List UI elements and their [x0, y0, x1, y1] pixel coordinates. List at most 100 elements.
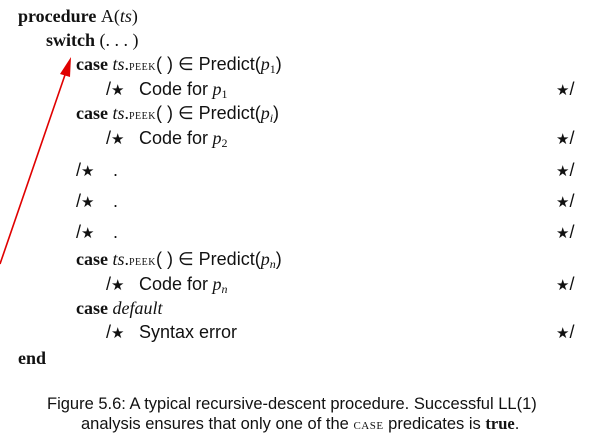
dot: .: [124, 54, 130, 74]
keyword-default: default: [112, 298, 163, 318]
star-icon: ★: [81, 162, 95, 180]
dot: .: [124, 249, 130, 269]
ellipsis-dot: .: [112, 160, 118, 180]
comment-close-7: ★/: [556, 321, 574, 344]
comment-close: /: [569, 128, 575, 148]
star-icon: ★: [81, 224, 95, 242]
code-for-text: Code for: [138, 274, 209, 294]
peek-func: peek: [129, 59, 156, 74]
comment-close-3: ★/: [556, 159, 574, 182]
comment-open: /: [106, 79, 112, 99]
comment-line-1: /★ Code for p1: [106, 78, 228, 105]
comment-open: /: [106, 128, 112, 148]
code-for-text: Code for: [138, 128, 209, 148]
star-icon: ★: [111, 324, 125, 342]
ellipsis-line-2: /★ .: [76, 190, 118, 213]
procedure-header: procedure A(ts): [18, 5, 138, 27]
p-var: p: [212, 274, 222, 294]
comment-line-2: /★ Code for p2: [106, 127, 228, 154]
keyword-case: case: [76, 249, 108, 269]
syntax-error-text: Syntax error: [138, 322, 238, 342]
comment-close: /: [569, 322, 575, 342]
p-var: p: [212, 79, 222, 99]
star-icon: ★: [81, 193, 95, 211]
ellipsis-line-3: /★ .: [76, 221, 118, 244]
star-icon: ★: [556, 224, 570, 242]
keyword-procedure: procedure: [18, 6, 97, 26]
star-icon: ★: [556, 276, 570, 294]
keyword-switch: switch: [46, 30, 95, 50]
p-var: p: [212, 128, 222, 148]
close-paren: ): [275, 54, 282, 74]
star-icon: ★: [556, 162, 570, 180]
ts-var: ts: [112, 54, 125, 74]
caption-text-a: analysis ensures that only one of the: [81, 415, 349, 433]
caption-true-keyword: true: [485, 414, 515, 433]
figure-caption-line-2: analysis ensures that only one of the ca…: [81, 413, 519, 436]
procedure-name: A(: [100, 6, 120, 26]
comment-close: /: [569, 274, 575, 294]
peek-func: peek: [129, 108, 156, 123]
keyword-end: end: [18, 348, 47, 368]
comment-line-syntax-error: /★ Syntax error: [106, 321, 237, 344]
case-default-line: case default: [76, 297, 162, 319]
caption-case-keyword: case: [353, 417, 384, 433]
figure-caption-line-1: Figure 5.6: A typical recursive-descent …: [47, 395, 537, 413]
end-line: end: [18, 347, 46, 369]
switch-line: switch (. . . ): [46, 29, 139, 51]
p-subscript: i: [269, 111, 274, 125]
peek-func: peek: [129, 254, 156, 269]
ellipsis-line-1: /★ .: [76, 159, 118, 182]
p-subscript: n: [221, 282, 228, 296]
star-icon: ★: [556, 193, 570, 211]
close-paren: ): [273, 103, 280, 123]
comment-close-4: ★/: [556, 190, 574, 213]
comment-close-2: ★/: [556, 127, 574, 150]
comment-open: /: [106, 322, 112, 342]
star-icon: ★: [111, 130, 125, 148]
p-subscript: n: [269, 257, 276, 271]
comment-close: /: [569, 191, 575, 211]
ts-var: ts: [112, 249, 125, 269]
predict-call: ( ) ∈ Predict(: [156, 54, 261, 74]
comment-close-5: ★/: [556, 221, 574, 244]
procedure-param: ts: [119, 6, 132, 26]
comment-close-1: ★/: [556, 78, 574, 101]
ellipsis-dot: .: [112, 222, 118, 242]
code-for-text: Code for: [138, 79, 209, 99]
case-line-i: case ts.peek( ) ∈ Predict(pi): [76, 102, 279, 129]
case-line-n: case ts.peek( ) ∈ Predict(pn): [76, 248, 282, 275]
arrow-head: [60, 57, 71, 77]
p-var: p: [260, 103, 270, 123]
keyword-case: case: [76, 54, 108, 74]
comment-close: /: [569, 160, 575, 180]
p-subscript: 2: [221, 136, 228, 150]
star-icon: ★: [111, 81, 125, 99]
predict-call: ( ) ∈ Predict(: [156, 249, 261, 269]
predict-call: ( ) ∈ Predict(: [156, 103, 261, 123]
dot: .: [124, 103, 130, 123]
keyword-case: case: [76, 103, 108, 123]
arrow-shaft: [0, 71, 67, 265]
case-line-1: case ts.peek( ) ∈ Predict(p1): [76, 53, 282, 80]
comment-close: /: [569, 222, 575, 242]
p-var: p: [260, 249, 270, 269]
caption-period: .: [514, 415, 520, 433]
procedure-close: ): [131, 6, 138, 26]
comment-close-6: ★/: [556, 273, 574, 296]
comment-line-n: /★ Code for pn: [106, 273, 228, 300]
p-var: p: [260, 54, 270, 74]
comment-open: /: [76, 160, 82, 180]
p-subscript: 1: [269, 62, 276, 76]
comment-open: /: [76, 222, 82, 242]
switch-arg: (. . . ): [99, 30, 139, 50]
comment-close: /: [569, 79, 575, 99]
ellipsis-dot: .: [112, 191, 118, 211]
comment-open: /: [106, 274, 112, 294]
comment-open: /: [76, 191, 82, 211]
caption-text-b: predicates is: [388, 415, 481, 433]
p-subscript: 1: [221, 87, 228, 101]
keyword-case: case: [76, 298, 108, 318]
star-icon: ★: [556, 130, 570, 148]
